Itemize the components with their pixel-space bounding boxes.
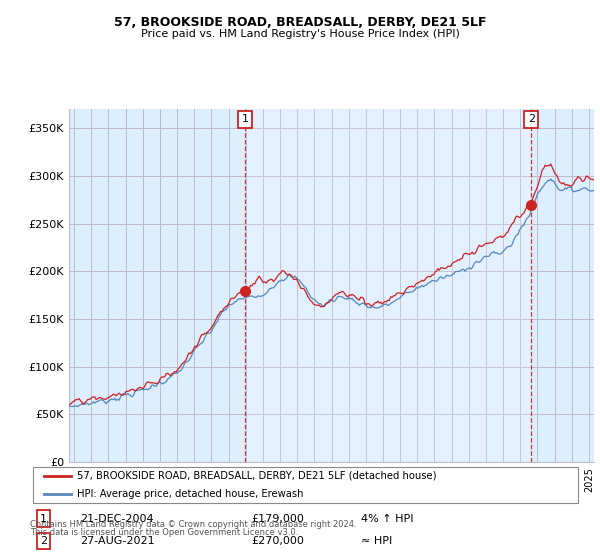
Text: £179,000: £179,000 xyxy=(251,514,304,524)
Text: 1: 1 xyxy=(40,514,47,524)
Text: 2: 2 xyxy=(528,114,535,124)
Text: 27-AUG-2021: 27-AUG-2021 xyxy=(80,536,154,547)
Text: This data is licensed under the Open Government Licence v3.0.: This data is licensed under the Open Gov… xyxy=(30,528,298,537)
Bar xyxy=(245,109,532,462)
Text: Price paid vs. HM Land Registry's House Price Index (HPI): Price paid vs. HM Land Registry's House … xyxy=(140,29,460,39)
Text: 57, BROOKSIDE ROAD, BREADSALL, DERBY, DE21 5LF: 57, BROOKSIDE ROAD, BREADSALL, DERBY, DE… xyxy=(114,16,486,29)
Text: 21-DEC-2004: 21-DEC-2004 xyxy=(80,514,154,524)
Text: £270,000: £270,000 xyxy=(251,536,304,547)
FancyBboxPatch shape xyxy=(33,467,578,503)
Text: HPI: Average price, detached house, Erewash: HPI: Average price, detached house, Erew… xyxy=(77,489,304,499)
Text: 2: 2 xyxy=(40,536,47,547)
Text: 57, BROOKSIDE ROAD, BREADSALL, DERBY, DE21 5LF (detached house): 57, BROOKSIDE ROAD, BREADSALL, DERBY, DE… xyxy=(77,471,436,480)
Text: 1: 1 xyxy=(242,114,249,124)
Text: ≈ HPI: ≈ HPI xyxy=(361,536,392,547)
Text: 4% ↑ HPI: 4% ↑ HPI xyxy=(361,514,414,524)
Text: Contains HM Land Registry data © Crown copyright and database right 2024.: Contains HM Land Registry data © Crown c… xyxy=(30,520,356,529)
